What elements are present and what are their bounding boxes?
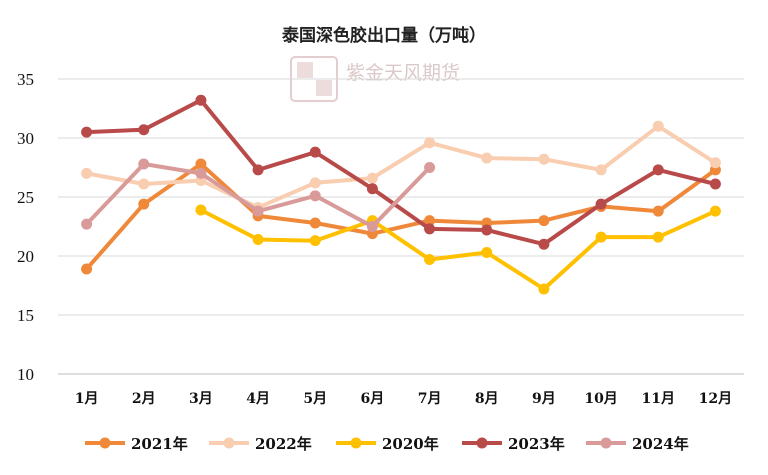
legend-label: 2021年 — [131, 435, 188, 453]
data-point — [138, 178, 150, 190]
legend-item: 2023年 — [462, 435, 565, 453]
data-point — [538, 153, 550, 165]
y-tick-label: 15 — [17, 306, 34, 325]
x-tick-label: 4月 — [246, 391, 270, 407]
data-point — [652, 231, 664, 243]
data-point — [81, 218, 93, 230]
x-tick-label: 10月 — [584, 391, 617, 407]
data-point — [252, 205, 264, 217]
data-point — [309, 177, 321, 189]
y-tick-label: 20 — [17, 247, 34, 266]
legend-marker — [99, 437, 111, 449]
data-point — [195, 167, 207, 179]
data-point — [595, 198, 607, 210]
legend-marker — [600, 437, 612, 449]
series-2023年 — [81, 94, 721, 250]
data-point — [81, 126, 93, 138]
data-point — [309, 190, 321, 202]
legend-marker — [476, 437, 488, 449]
legend-label: 2022年 — [255, 435, 312, 453]
data-point — [195, 94, 207, 106]
x-tick-label: 5月 — [303, 391, 327, 407]
legend-marker — [223, 437, 235, 449]
data-point — [424, 254, 436, 266]
y-tick-label: 25 — [17, 188, 34, 207]
data-point — [195, 158, 207, 170]
x-tick-label: 9月 — [532, 391, 556, 407]
data-point — [481, 224, 493, 236]
legend-label: 2020年 — [382, 435, 439, 453]
legend-item: 2021年 — [85, 435, 188, 453]
legend-item: 2024年 — [586, 435, 689, 453]
x-tick-label: 11月 — [642, 391, 675, 407]
data-point — [652, 205, 664, 217]
data-point — [81, 263, 93, 275]
y-tick-label: 30 — [17, 129, 34, 148]
x-tick-label: 6月 — [361, 391, 385, 407]
data-point — [595, 231, 607, 243]
data-point — [709, 205, 721, 217]
series-2020年 — [195, 204, 721, 295]
data-point — [366, 221, 378, 232]
data-point — [138, 158, 150, 170]
data-point — [424, 223, 436, 235]
x-tick-label: 1月 — [75, 391, 99, 407]
legend: 2021年 2022年 2020年 2023年 2024年 — [85, 435, 689, 453]
data-point — [252, 164, 264, 176]
data-point — [195, 204, 207, 216]
data-point — [481, 246, 493, 258]
y-tick-label: 10 — [17, 365, 34, 384]
legend-label: 2023年 — [508, 435, 565, 453]
series-line — [84, 124, 718, 210]
data-point — [538, 238, 550, 250]
data-point — [424, 137, 436, 149]
data-point — [481, 152, 493, 164]
data-point — [595, 164, 607, 176]
y-axis: 10 15 20 25 30 35 — [17, 70, 34, 384]
data-point — [366, 172, 378, 184]
series-line — [84, 98, 718, 247]
data-point — [138, 124, 150, 136]
x-tick-label: 3月 — [189, 391, 213, 407]
data-point — [424, 162, 436, 173]
data-point — [252, 233, 264, 245]
data-point — [309, 217, 321, 229]
legend-item: 2020年 — [336, 435, 439, 453]
data-point — [709, 178, 721, 190]
legend-marker — [350, 437, 362, 449]
data-point — [366, 183, 378, 195]
data-point — [709, 157, 721, 169]
x-tick-label: 2月 — [132, 391, 156, 407]
series-2021年 — [81, 158, 721, 275]
data-point — [309, 235, 321, 247]
data-point — [652, 120, 664, 132]
x-tick-label: 8月 — [475, 391, 499, 407]
chart-title: 泰国深色胶出口量（万吨） — [282, 25, 486, 46]
data-point — [309, 146, 321, 158]
series-group — [81, 94, 721, 295]
watermark-logo-block — [297, 62, 313, 78]
x-tick-label: 7月 — [418, 391, 442, 407]
legend-label: 2024年 — [632, 435, 689, 453]
data-point — [424, 215, 436, 227]
data-point — [652, 164, 664, 176]
watermark-logo-block — [316, 80, 332, 96]
data-point — [81, 167, 93, 179]
data-point — [138, 198, 150, 210]
series-2024年 — [81, 158, 436, 232]
data-point — [538, 215, 550, 227]
watermark-text: 紫金天风期货 — [346, 62, 460, 84]
y-tick-label: 35 — [17, 70, 34, 89]
x-tick-label: 12月 — [699, 391, 732, 407]
legend-item: 2022年 — [209, 435, 312, 453]
series-line — [198, 208, 718, 291]
data-point — [538, 283, 550, 295]
x-axis: 1月 2月 3月 4月 5月 6月 7月 8月 9月 10月 11月 12月 — [75, 391, 732, 407]
